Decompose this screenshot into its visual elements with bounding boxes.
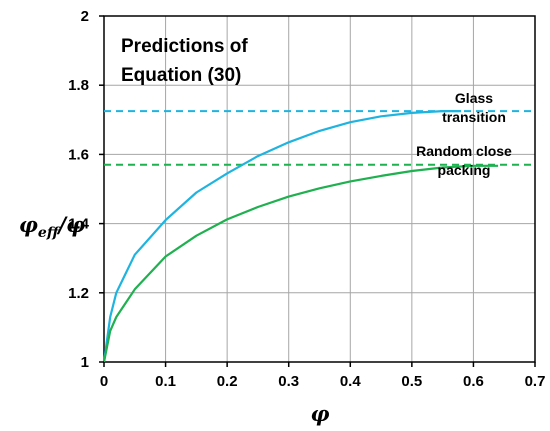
x-tick-label: 0: [100, 373, 108, 390]
y-axis-label-part: /φ: [56, 212, 85, 237]
chart-title-line-2: Equation (30): [121, 65, 241, 86]
x-tick-label: 0.4: [340, 373, 362, 390]
x-axis-ticks: 0 0.1 0.2 0.3 0.4 0.5 0.6 0.7: [100, 362, 546, 390]
y-tick-label: 1.2: [68, 285, 89, 302]
plot-frame: [103, 15, 536, 363]
series-line: [102, 109, 462, 363]
y-axis-label: φeff/φ: [19, 212, 85, 241]
y-axis-label-subscript: eff: [38, 225, 61, 241]
series-lines: [102, 109, 499, 363]
glass-transition-label-line-1: Glass: [455, 90, 493, 106]
y-axis-label-part: φ: [19, 212, 38, 237]
chart-title-line-1: Predictions of: [121, 36, 248, 57]
glass-transition-label-line-2: transition: [442, 109, 506, 125]
x-tick-label: 0.7: [525, 373, 546, 390]
series-line: [102, 164, 499, 363]
y-tick-label: 1: [81, 354, 89, 371]
y-tick-label: 1.6: [68, 146, 89, 163]
y-axis-ticks: 1 1.2 1.4 1.6 1.8 2: [68, 8, 104, 371]
y-tick-label: 1.4: [68, 216, 90, 233]
y-tick-label: 1.8: [68, 77, 89, 94]
x-tick-label: 0.2: [217, 373, 238, 390]
y-tick-label: 2: [81, 8, 89, 25]
random-close-packing-label-line-1: Random close: [416, 143, 512, 159]
x-tick-label: 0.6: [463, 373, 484, 390]
grid: [104, 16, 535, 362]
x-tick-label: 0.5: [401, 373, 422, 390]
x-tick-label: 0.3: [278, 373, 299, 390]
random-close-packing-label-line-2: packing: [438, 162, 491, 178]
x-axis-label: φ: [310, 401, 329, 426]
x-tick-label: 0.1: [155, 373, 176, 390]
